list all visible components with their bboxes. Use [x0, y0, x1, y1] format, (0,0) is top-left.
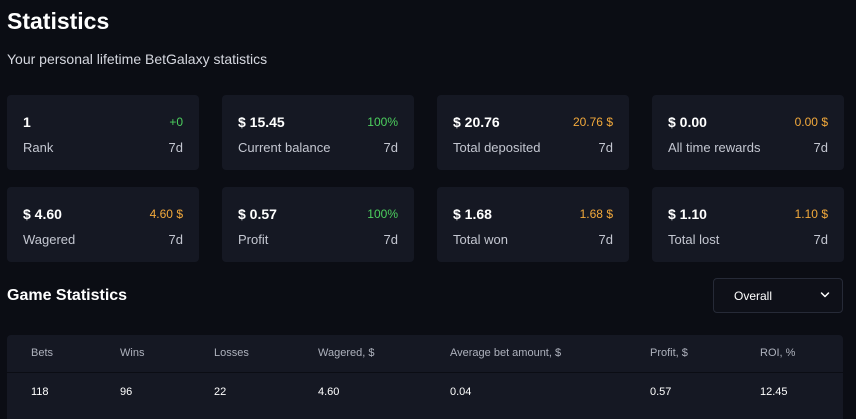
stat-value: 1 — [23, 114, 31, 130]
table-header: Bets Wins Losses Wagered, $ Average bet … — [7, 335, 843, 373]
stat-value: $ 0.00 — [668, 114, 707, 130]
cell-bets: 118 — [31, 386, 49, 398]
stat-value: $ 1.10 — [668, 206, 707, 222]
page-title: Statistics — [7, 8, 110, 34]
stat-label: Rank — [23, 140, 54, 155]
stat-value: $ 15.45 — [238, 114, 285, 130]
column-header-average-bet: Average bet amount, $ — [450, 347, 562, 359]
stat-change: 100% — [367, 207, 398, 221]
cell-average-bet: 0.04 — [450, 386, 472, 398]
stat-period: 7d — [813, 140, 828, 155]
stat-change: +0 — [169, 115, 183, 129]
stat-period: 7d — [383, 232, 398, 247]
column-header-roi: ROI, % — [760, 347, 796, 359]
stat-change: 1.68 $ — [579, 207, 613, 221]
stat-card-total-won: $ 1.68 1.68 $ Total won 7d — [437, 187, 629, 262]
stat-period: 7d — [383, 140, 398, 155]
stat-period: 7d — [598, 232, 613, 247]
stat-change: 1.10 $ — [794, 207, 828, 221]
stat-label: Total won — [453, 232, 508, 247]
stat-card-wagered: $ 4.60 4.60 $ Wagered 7d — [7, 187, 199, 262]
stat-change: 0.00 $ — [794, 115, 828, 129]
column-header-losses: Losses — [214, 347, 249, 359]
period-dropdown[interactable]: Overall — [713, 278, 843, 313]
cell-losses: 22 — [214, 386, 227, 398]
stat-value: $ 20.76 — [453, 114, 500, 130]
stat-label: All time rewards — [668, 140, 761, 155]
game-statistics-table: Bets Wins Losses Wagered, $ Average bet … — [7, 335, 843, 419]
stat-change: 100% — [367, 115, 398, 129]
stat-period: 7d — [813, 232, 828, 247]
column-header-wagered: Wagered, $ — [318, 347, 375, 359]
stat-card-rank: 1 +0 Rank 7d — [7, 95, 199, 170]
stat-card-current-balance: $ 15.45 100% Current balance 7d — [222, 95, 414, 170]
column-header-bets: Bets — [31, 347, 54, 359]
column-header-profit: Profit, $ — [650, 347, 688, 359]
stat-change: 20.76 $ — [572, 115, 613, 129]
column-header-wins: Wins — [120, 347, 145, 359]
stat-label: Total lost — [668, 232, 720, 247]
stat-card-all-time-rewards: $ 0.00 0.00 $ All time rewards 7d — [652, 95, 844, 170]
stat-label: Wagered — [23, 232, 76, 247]
stat-cards: 1 +0 Rank 7d $ 15.45 100% Current balanc… — [7, 95, 844, 262]
stat-value: $ 4.60 — [23, 206, 62, 222]
cell-roi: 12.45 — [760, 386, 788, 398]
cell-wagered: 4.60 — [318, 386, 340, 398]
stat-period: 7d — [168, 232, 183, 247]
stat-period: 7d — [168, 140, 183, 155]
stat-period: 7d — [598, 140, 613, 155]
stat-label: Current balance — [238, 140, 331, 155]
stat-card-profit: $ 0.57 100% Profit 7d — [222, 187, 414, 262]
cell-wins: 96 — [120, 386, 133, 398]
stat-card-total-deposited: $ 20.76 20.76 $ Total deposited 7d — [437, 95, 629, 170]
stat-value: $ 0.57 — [238, 206, 277, 222]
stat-label: Profit — [238, 232, 269, 247]
stat-label: Total deposited — [453, 140, 541, 155]
stat-value: $ 1.68 — [453, 206, 492, 222]
stat-card-total-lost: $ 1.10 1.10 $ Total lost 7d — [652, 187, 844, 262]
cell-profit: 0.57 — [650, 386, 672, 398]
dropdown-selected-value: Overall — [734, 289, 773, 303]
chevron-down-icon — [820, 292, 830, 298]
stat-change: 4.60 $ — [149, 207, 183, 221]
game-statistics-title: Game Statistics — [7, 287, 128, 304]
page-subtitle: Your personal lifetime BetGalaxy statist… — [7, 51, 268, 67]
